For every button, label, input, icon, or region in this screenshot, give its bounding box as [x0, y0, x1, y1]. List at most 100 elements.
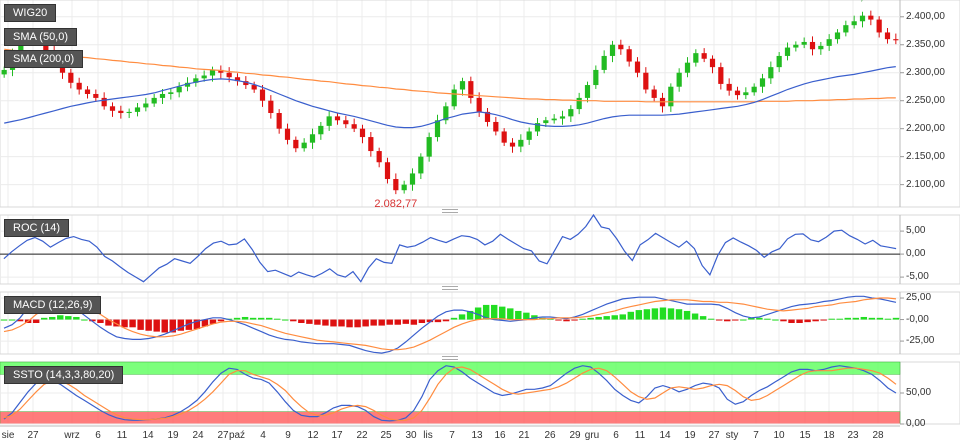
xtick-label: 7	[449, 430, 455, 441]
ytick-label: 2.200,00	[906, 122, 945, 134]
candle-body	[884, 32, 891, 40]
macd-histogram-bar	[450, 317, 458, 320]
legend-sma50[interactable]: SMA (50,0)	[4, 28, 78, 46]
candle-body	[751, 86, 757, 93]
macd-histogram-bar	[724, 319, 731, 322]
candle-body	[293, 139, 299, 149]
candle-body	[834, 32, 841, 40]
xtick-label: 11	[116, 430, 128, 441]
candle-body	[434, 120, 441, 138]
candle-body	[501, 131, 507, 143]
candle-body	[493, 121, 499, 132]
macd-histogram-bar	[458, 314, 466, 320]
sma50-line	[4, 66, 896, 129]
macd-histogram-bar	[595, 316, 602, 320]
macd-histogram-bar	[81, 319, 88, 321]
ytick-label: 0,00	[906, 418, 926, 429]
macd-histogram-bar	[619, 314, 626, 320]
macd-histogram-bar	[876, 317, 884, 320]
xtick-label: 4	[260, 430, 266, 441]
macd-histogram-bar	[756, 317, 763, 320]
candle-body	[743, 92, 749, 96]
xtick-label: 26	[544, 430, 556, 441]
candle-body	[359, 128, 366, 138]
candle-body	[859, 15, 866, 22]
macd-histogram-bar	[193, 319, 201, 330]
panel-title-roc[interactable]: ROC (14)	[4, 219, 70, 237]
panel-title-stochastic[interactable]: SSTO (14,3,3,80,20)	[4, 366, 124, 384]
candle-body	[168, 92, 174, 94]
candle-body	[668, 86, 674, 107]
candle-body	[593, 69, 599, 86]
macd-histogram-bar	[434, 319, 442, 323]
macd-histogram-bar	[748, 317, 755, 320]
macd-histogram-bar	[40, 317, 48, 320]
macd-histogram-bar	[410, 319, 418, 325]
candle-body	[201, 75, 207, 79]
legend-sma200[interactable]: SMA (200,0)	[4, 50, 84, 68]
macd-histogram-bar	[466, 310, 474, 320]
macd-histogram-bar	[265, 317, 273, 320]
macd-histogram-bar	[378, 319, 385, 326]
candle-body	[509, 142, 516, 147]
macd-histogram-bar	[354, 319, 361, 328]
candle-body	[584, 85, 591, 98]
macd-histogram-bar	[394, 319, 401, 325]
macd-histogram-bar	[844, 317, 851, 320]
macd-histogram-bar	[402, 319, 410, 324]
roc-line	[3, 213, 897, 283]
candle-body	[68, 72, 74, 83]
panel-title-price[interactable]: WIG20	[4, 4, 57, 22]
ytick-label: 25,00	[906, 292, 932, 304]
macd-histogram-bar	[370, 319, 377, 326]
xtick-label: 14	[659, 430, 671, 441]
candle-body	[409, 173, 416, 185]
macd-histogram-bar	[185, 319, 193, 330]
macd-histogram-bar	[65, 316, 72, 320]
macd-histogram-bar	[868, 317, 876, 320]
candle-body	[334, 116, 341, 121]
macd-histogram-bar	[683, 310, 691, 320]
macd-histogram-bar	[499, 306, 506, 320]
candle-body	[476, 97, 482, 112]
macd-histogram-bar	[667, 308, 675, 320]
xtick-label: 23	[847, 430, 859, 441]
ytick-label: 50,00	[906, 387, 932, 398]
candle-body	[101, 97, 107, 107]
xtick-label: 29	[569, 430, 581, 441]
candle-body	[351, 124, 357, 129]
candle-body	[259, 89, 266, 101]
panel-frame-0	[0, 0, 960, 208]
candle-body	[893, 39, 899, 41]
macd-histogram-bar	[659, 307, 667, 320]
macd-histogram-bar	[418, 319, 426, 323]
macd-histogram-bar	[691, 313, 699, 320]
candle-body	[626, 49, 632, 62]
macd-histogram-bar	[57, 315, 64, 320]
macd-histogram-bar	[290, 319, 297, 322]
candle-body	[326, 116, 332, 126]
xtick-label: 28	[872, 430, 884, 441]
candle-body	[18, 40, 24, 54]
candle-body	[726, 83, 732, 91]
candle-body	[634, 61, 641, 73]
candle-body	[459, 81, 466, 90]
ytick-label: -5,00	[906, 271, 929, 283]
ytick-label: 2.400,00	[906, 10, 945, 22]
xtick-label: 27	[708, 430, 720, 441]
ytick-label: 2.300,00	[906, 66, 945, 78]
candle-body	[693, 53, 699, 63]
macd-histogram-bar	[852, 317, 860, 320]
macd-histogram-bar	[105, 319, 112, 326]
xtick-label: 18	[823, 430, 835, 441]
stoch-overbought-zone	[0, 361, 901, 375]
panel-title-macd[interactable]: MACD (12,26,9)	[4, 296, 102, 314]
candle-body	[118, 110, 124, 114]
xtick-label: 6	[95, 430, 101, 441]
macd-histogram-bar	[635, 310, 643, 320]
macd-histogram-bar	[836, 318, 843, 320]
candle-body	[718, 67, 724, 84]
macd-histogram-bar	[145, 319, 152, 331]
macd-histogram-bar	[322, 319, 329, 326]
